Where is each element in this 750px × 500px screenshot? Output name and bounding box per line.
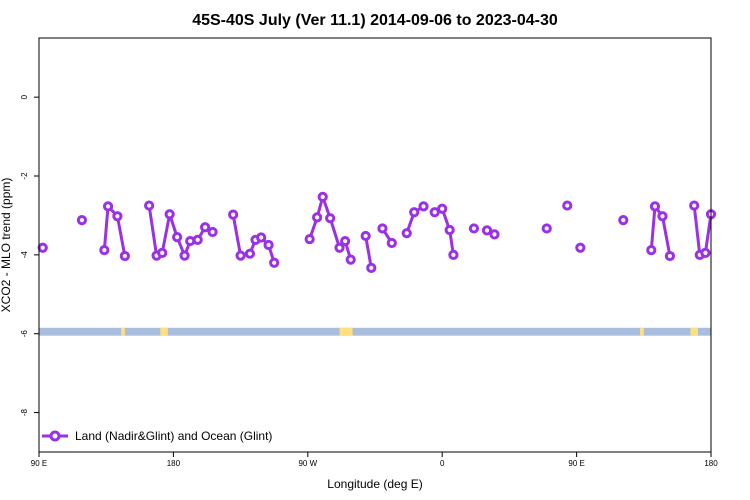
x-tick-label: 90 W [298, 459, 317, 468]
series-line [308, 195, 353, 261]
data-point [468, 223, 480, 234]
data-point [345, 254, 356, 265]
land-patch [121, 327, 125, 336]
chart-title: 45S-40S July (Ver 11.1) 2014-09-06 to 20… [192, 12, 558, 29]
data-point [228, 209, 239, 220]
data-point [269, 257, 280, 268]
x-tick-label: 180 [167, 459, 181, 468]
data-point [700, 247, 711, 258]
y-tick-label: -8 [20, 408, 29, 416]
data-point [192, 234, 203, 245]
data-point [409, 207, 420, 218]
series-line [649, 204, 672, 257]
data-point [618, 215, 629, 226]
data-point [377, 223, 388, 234]
data-point [418, 201, 429, 212]
data-point [448, 249, 459, 260]
data-point [444, 224, 455, 236]
y-tick-label: 0 [20, 94, 29, 99]
data-point [317, 191, 328, 202]
data-point [76, 215, 88, 226]
x-axis-label: Longitude (deg E) [327, 477, 422, 491]
data-point [312, 212, 323, 223]
data-point [119, 250, 130, 262]
data-point [437, 203, 448, 214]
data-point [244, 248, 256, 259]
data-point [164, 209, 175, 220]
data-point [200, 222, 211, 233]
coast-band [39, 327, 711, 336]
data-point [366, 262, 377, 273]
y-tick-label: -2 [20, 172, 29, 180]
data-point [657, 211, 668, 222]
x-tick-label: 90 E [568, 459, 584, 468]
data-point [256, 232, 267, 243]
legend-marker [49, 430, 61, 442]
data-point [646, 245, 657, 256]
y-tick-label: -6 [20, 330, 29, 338]
data-point [401, 228, 412, 239]
data-point [649, 201, 661, 212]
data-point [689, 200, 700, 211]
data-point [664, 250, 676, 262]
data-point [489, 229, 500, 240]
data-point [386, 237, 397, 249]
data-point [157, 247, 168, 258]
series-line [102, 204, 127, 257]
data-point [112, 211, 123, 222]
data-point [263, 239, 274, 251]
data-point [235, 250, 246, 261]
data-point [304, 233, 315, 245]
y-axis: 0 -2 -4 -6 -8 [20, 94, 39, 416]
x-tick-label: 90 E [31, 459, 47, 468]
data-point [37, 242, 48, 253]
data-point [172, 232, 183, 243]
plot-frame [38, 37, 712, 453]
data-point [179, 250, 190, 261]
legend-label: Land (Nadir&Glint) and Ocean (Glint) [75, 429, 272, 443]
data-point [102, 201, 114, 212]
ocean-band [39, 327, 711, 336]
data-point [360, 230, 371, 242]
data-point [481, 225, 493, 236]
data-point [340, 235, 351, 247]
x-tick-label: 0 [440, 459, 445, 468]
x-tick-label: 180 [704, 459, 718, 468]
data-point [562, 200, 573, 211]
data-point [99, 245, 110, 256]
data-point [334, 242, 345, 253]
legend: Land (Nadir&Glint) and Ocean (Glint) [42, 429, 272, 443]
land-patch [160, 327, 168, 336]
series-line [364, 235, 373, 269]
land-patch [640, 327, 644, 336]
data-point [429, 207, 440, 218]
land-patch [339, 327, 353, 336]
data-point [541, 223, 552, 234]
series-layer [37, 191, 717, 273]
data-point [207, 226, 218, 238]
y-axis-label: XCO2 - MLO trend (ppm) [0, 178, 13, 313]
data-point [325, 213, 336, 224]
data-point [144, 200, 155, 211]
x-axis: 90 E 180 90 W 0 90 E 180 [31, 452, 718, 468]
y-tick-label: -4 [20, 251, 29, 259]
land-patch [690, 327, 698, 336]
data-point [575, 242, 586, 253]
